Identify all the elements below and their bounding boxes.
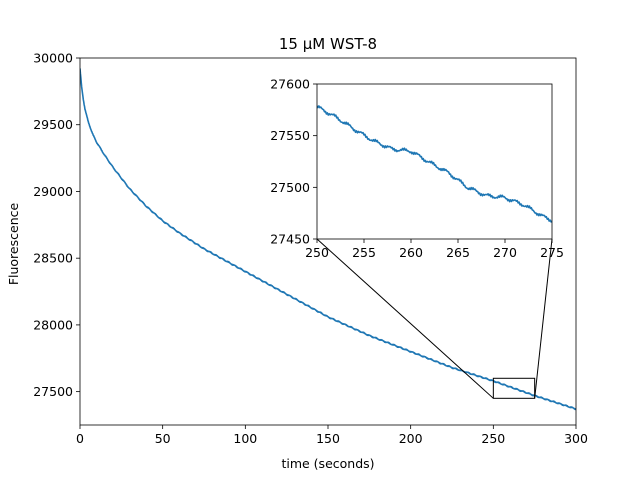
x-axis-label: time (seconds) [281, 456, 374, 471]
inset-y-tick-label: 27450 [270, 232, 310, 247]
main-x-tick-label: 100 [233, 431, 257, 446]
main-y-tick-label: 27500 [33, 384, 73, 399]
zoom-connector-left [316, 238, 494, 399]
main-y-tick-label: 29500 [33, 117, 73, 132]
main-x-tick-label: 50 [155, 431, 171, 446]
main-x-tick-label: 300 [564, 431, 588, 446]
inset-y-tick-label: 27550 [270, 128, 310, 143]
zoom-connector-lines [316, 238, 553, 399]
inset-x-tick-label: 275 [540, 245, 564, 260]
main-y-tick-label: 30000 [33, 51, 73, 66]
main-y-tick-label: 29000 [33, 184, 73, 199]
inset-y-tick-label: 27500 [270, 180, 310, 195]
main-plot-area: 0 50 100 150 200 250 300 27500 28000 28500 29000 29… [33, 51, 588, 447]
zoom-connector-right [534, 238, 553, 399]
zoom-region-box [492, 377, 536, 399]
main-y-tick-label: 28500 [33, 251, 73, 266]
inset-x-tick-label: 265 [446, 245, 470, 260]
main-x-tick-label: 200 [399, 431, 423, 446]
inset-plot-area: 250 255 260 265 270 275 27450 27500 27550 27600 [270, 77, 564, 261]
inset-axes-frame [316, 83, 553, 240]
y-axis-label: Fluorescence [6, 203, 21, 286]
inset-background [317, 84, 552, 239]
inset-x-tick-label: 250 [305, 245, 329, 260]
inset-x-tick-label: 255 [352, 245, 376, 260]
inset-x-tick-label: 270 [493, 245, 517, 260]
inset-x-tick-label: 260 [399, 245, 423, 260]
main-x-tick-label: 0 [76, 431, 84, 446]
main-y-tick-label: 28000 [33, 317, 73, 332]
main-x-tick-label: 250 [481, 431, 505, 446]
inset-series-line [317, 105, 552, 223]
main-x-tick-label: 150 [316, 431, 340, 446]
inset-y-tick-label: 27600 [270, 77, 310, 92]
chart-title: 15 μM WST-8 [279, 35, 377, 53]
